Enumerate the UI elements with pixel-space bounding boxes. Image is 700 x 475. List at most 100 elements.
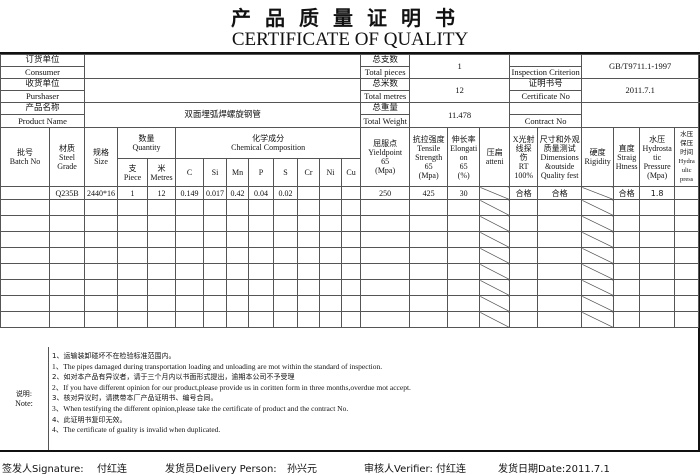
cell-s bbox=[273, 231, 299, 248]
cell-tensile bbox=[409, 295, 449, 312]
cell-time bbox=[674, 295, 700, 312]
cell-s bbox=[273, 279, 299, 296]
cell-c bbox=[175, 215, 205, 232]
struck-out-cell bbox=[581, 215, 615, 232]
cell-time bbox=[674, 199, 700, 216]
cell-c bbox=[175, 279, 205, 296]
cell-p bbox=[248, 247, 275, 264]
cell-tensile bbox=[409, 199, 449, 216]
total-weight-label-en: Total Weight bbox=[360, 114, 411, 128]
cell-p bbox=[248, 279, 275, 296]
cell-ni bbox=[319, 295, 343, 312]
cell-yield bbox=[360, 295, 411, 312]
purchaser-value bbox=[84, 78, 362, 103]
cell-dim bbox=[537, 247, 583, 264]
cell-si bbox=[203, 231, 228, 248]
cell-size bbox=[84, 279, 119, 296]
header-element: Mn bbox=[226, 158, 250, 187]
purchaser-label-en: Purshaser bbox=[0, 90, 86, 103]
cell-s bbox=[273, 311, 299, 328]
header-metres: 米 Metres bbox=[147, 158, 177, 187]
header-element: P bbox=[248, 158, 275, 187]
cell-size bbox=[84, 199, 119, 216]
cell-batch bbox=[0, 263, 50, 280]
header-element: Ni bbox=[319, 158, 343, 187]
cell-time bbox=[674, 215, 700, 232]
cell-straight bbox=[613, 231, 641, 248]
cell-mn bbox=[226, 231, 250, 248]
cell-cr bbox=[297, 295, 321, 312]
cell-grade bbox=[48, 199, 86, 216]
title-english: CERTIFICATE OF QUALITY bbox=[231, 29, 469, 50]
criterion-label-cn bbox=[509, 54, 583, 67]
cell-time bbox=[674, 247, 700, 264]
cell-batch bbox=[0, 231, 50, 248]
certificate-no-label-en: Certificate No bbox=[509, 90, 583, 103]
cell-si: 0.017 bbox=[203, 186, 228, 200]
cell-piece bbox=[117, 263, 149, 280]
cell-ni bbox=[319, 311, 343, 328]
cell-piece bbox=[117, 231, 149, 248]
cell-elong bbox=[447, 199, 481, 216]
cell-p: 0.04 bbox=[248, 186, 275, 200]
struck-out-cell bbox=[479, 295, 511, 312]
cell-c bbox=[175, 231, 205, 248]
cell-cu bbox=[341, 279, 362, 296]
cell-batch bbox=[0, 215, 50, 232]
cell-hydro bbox=[639, 295, 676, 312]
cell-ni bbox=[319, 247, 343, 264]
total-pieces-label-cn: 总支数 bbox=[360, 54, 411, 67]
note-item: 1、The pipes damaged during transportatio… bbox=[52, 361, 383, 371]
cell-size: 2440*16 bbox=[84, 186, 119, 200]
cell-yield bbox=[360, 215, 411, 232]
cell-s bbox=[273, 263, 299, 280]
cell-grade bbox=[48, 311, 86, 328]
product-name-label-en: Product Name bbox=[0, 114, 86, 128]
cell-metres bbox=[147, 279, 177, 296]
cell-cu bbox=[341, 311, 362, 328]
total-pieces-value: 1 bbox=[409, 54, 511, 79]
cell-straight bbox=[613, 215, 641, 232]
cell-size bbox=[84, 263, 119, 280]
cell-p bbox=[248, 215, 275, 232]
cell-s: 0.02 bbox=[273, 186, 299, 200]
cell-size bbox=[84, 311, 119, 328]
cell-grade bbox=[48, 263, 86, 280]
note-item: 4、The certificate of guality is invalid … bbox=[52, 425, 221, 435]
cell-si bbox=[203, 279, 228, 296]
struck-out-cell bbox=[581, 247, 615, 264]
cell-p bbox=[248, 311, 275, 328]
cell-ni bbox=[319, 231, 343, 248]
cell-c bbox=[175, 199, 205, 216]
header-flattening: 压扁 atteni bbox=[479, 127, 511, 187]
cell-hydro bbox=[639, 215, 676, 232]
header-hydraulic-time: 水压 保压 时间 Hydra ulic press bbox=[674, 127, 700, 187]
cell-s bbox=[273, 247, 299, 264]
struck-out-cell bbox=[479, 199, 511, 216]
cell-rt bbox=[509, 231, 539, 248]
cell-c bbox=[175, 311, 205, 328]
cell-batch bbox=[0, 199, 50, 216]
header-steel-grade: 材质 Steel Grade bbox=[48, 127, 86, 187]
product-name-value: 双面埋弧焊螺旋钢管 bbox=[84, 102, 362, 128]
delivery-date: 发货日期Date:2011.7.1 bbox=[498, 464, 610, 475]
cell-metres bbox=[147, 263, 177, 280]
cell-metres bbox=[147, 215, 177, 232]
cell-dim: 合格 bbox=[537, 186, 583, 200]
cell-yield: 250 bbox=[360, 186, 411, 200]
cell-cu bbox=[341, 247, 362, 264]
struck-out-cell bbox=[479, 186, 511, 200]
header-yieldpoint: 屈服点 Yieldpoint 65 (Mpa) bbox=[360, 127, 411, 187]
certificate-sheet: 订货单位 总支数 1 GB/T9711.1-1997 Consumer Tota… bbox=[0, 52, 700, 450]
cell-mn bbox=[226, 279, 250, 296]
cell-ni bbox=[319, 199, 343, 216]
cell-straight: 合格 bbox=[613, 186, 641, 200]
total-weight-value: 11.478 bbox=[409, 102, 511, 128]
cell-hydro bbox=[639, 263, 676, 280]
cell-p bbox=[248, 295, 275, 312]
cell-time bbox=[674, 231, 700, 248]
signature-bar: 签发人Signature: 付红连 发货员Delivery Person: 孙兴… bbox=[0, 450, 700, 475]
cell-ni bbox=[319, 215, 343, 232]
cell-size bbox=[84, 247, 119, 264]
cell-piece bbox=[117, 199, 149, 216]
